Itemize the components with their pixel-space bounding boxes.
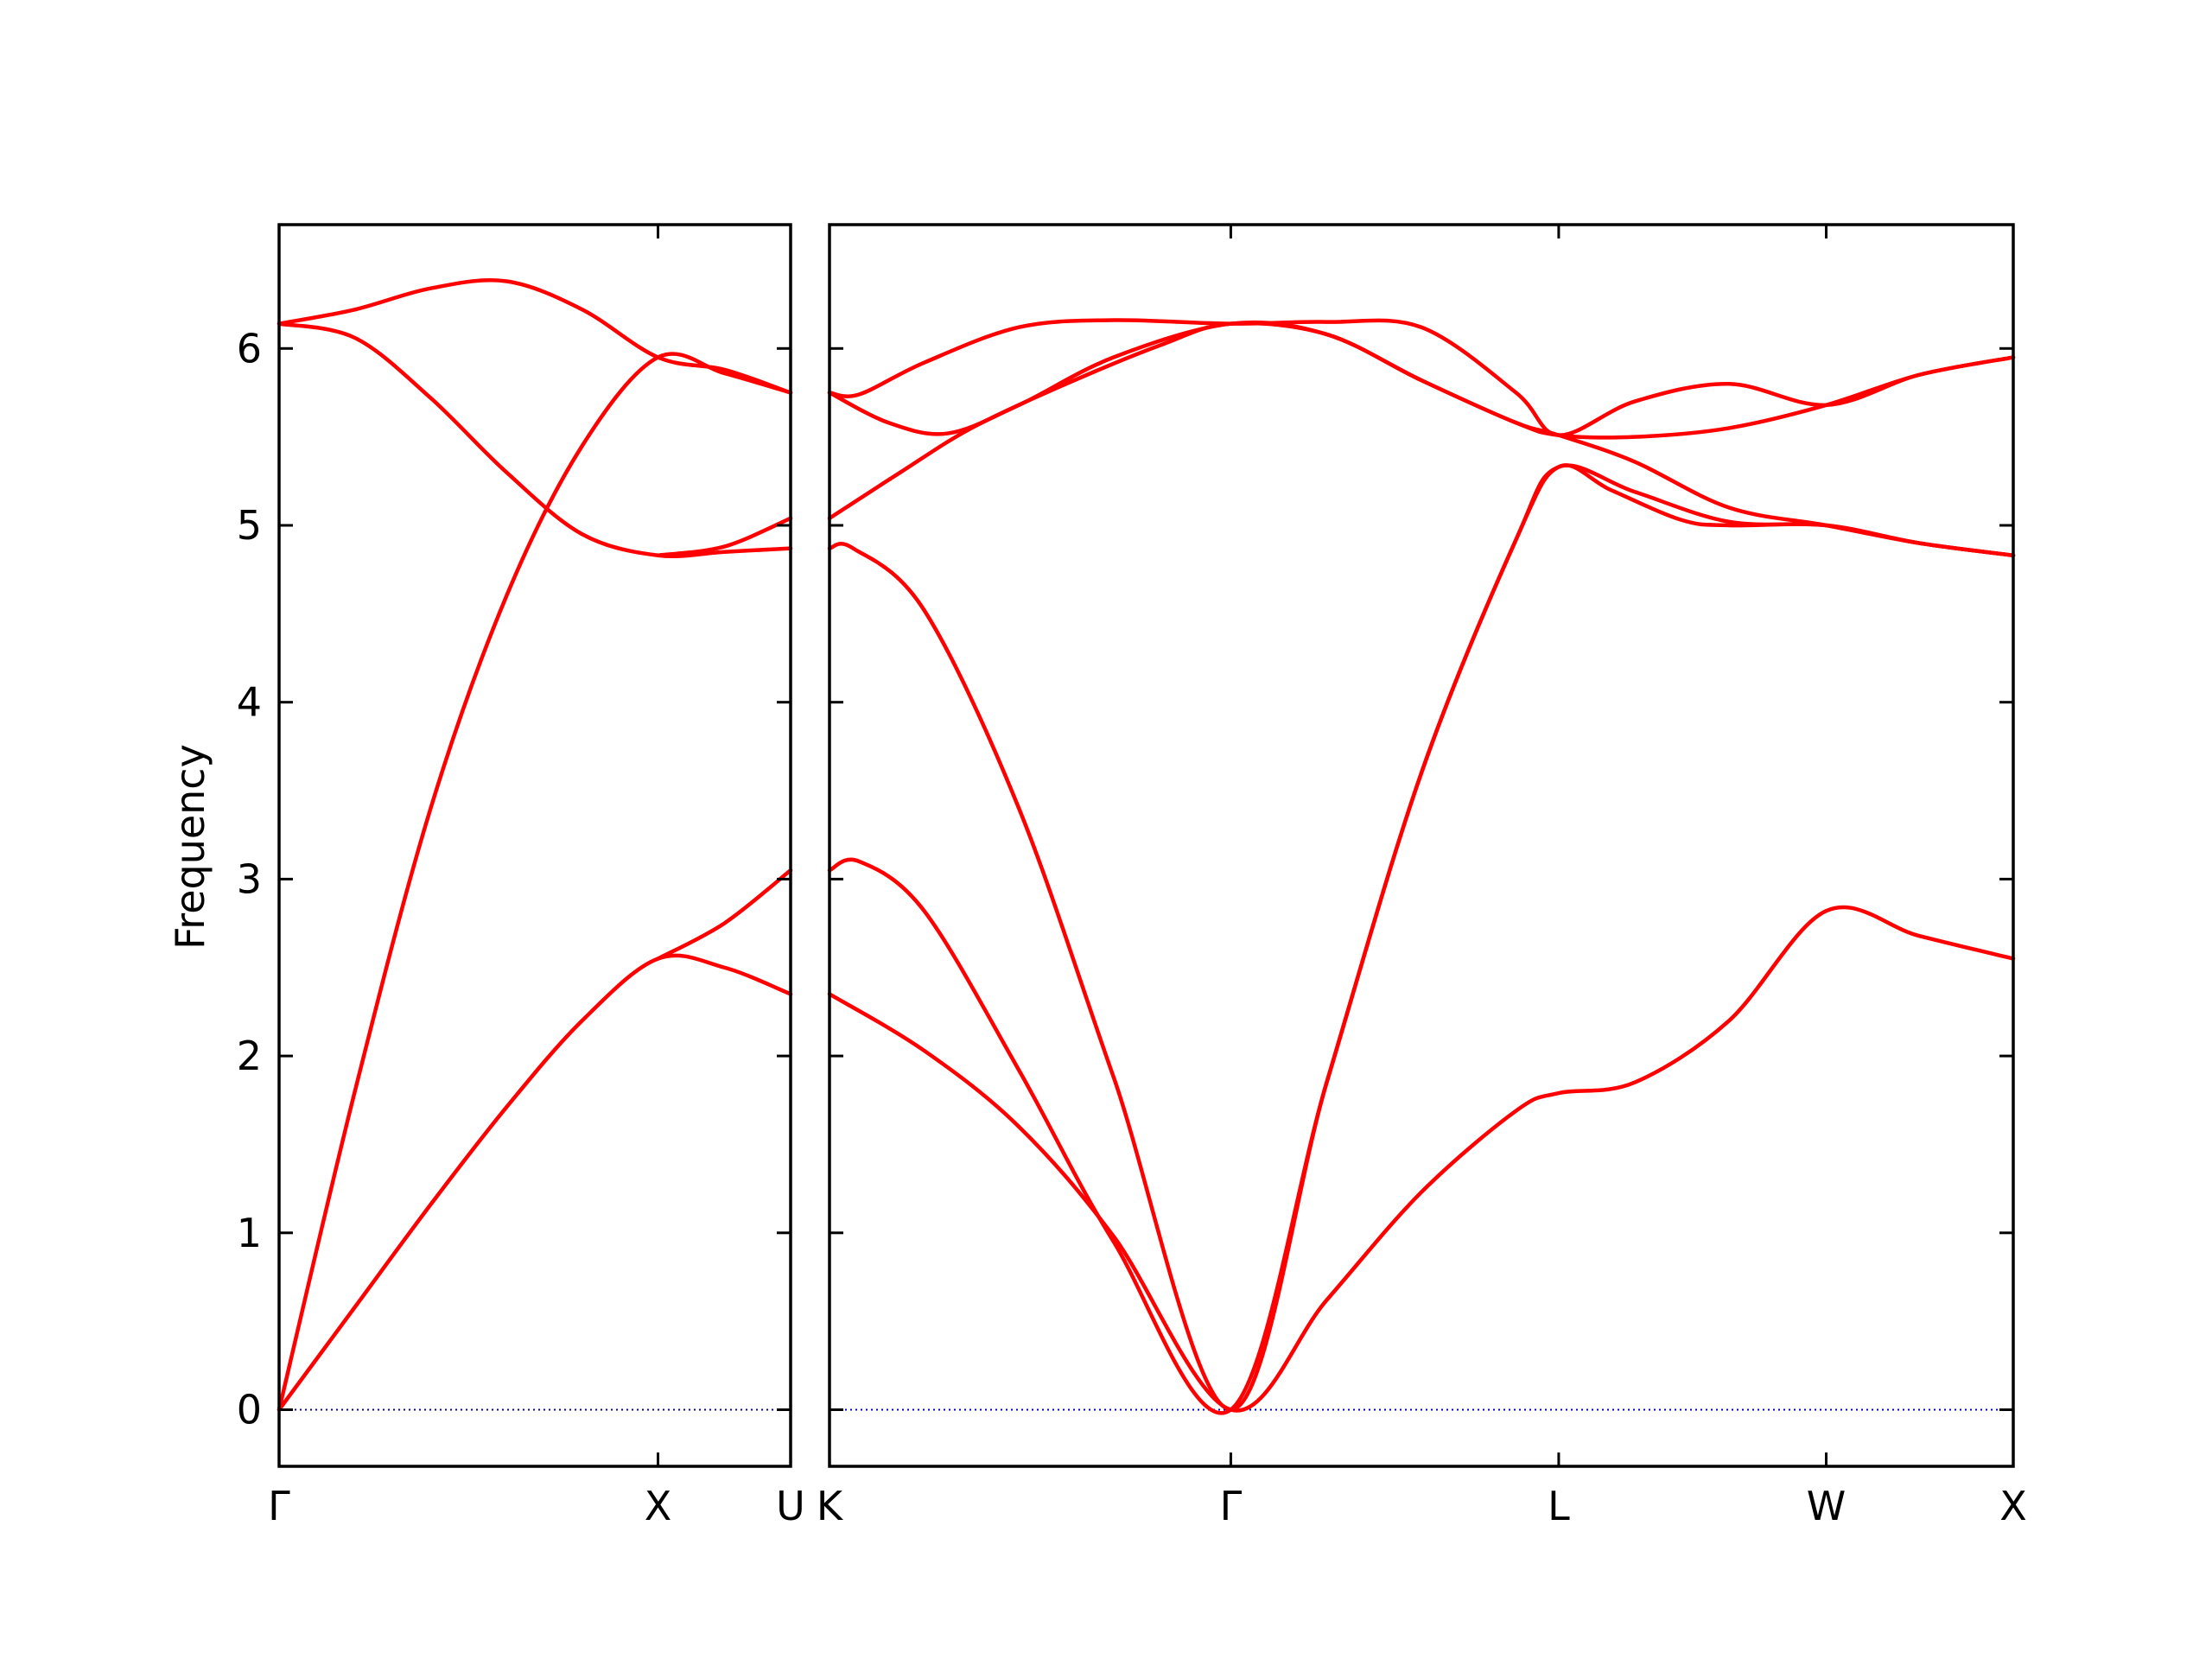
panel-frame — [828, 223, 2015, 1468]
x-tick-label: X — [645, 1483, 672, 1529]
y-tick-label: 3 — [237, 855, 262, 902]
x-tick-label: Γ — [1220, 1483, 1243, 1529]
y-tick-label: 6 — [237, 325, 262, 372]
band-line — [276, 278, 793, 395]
y-tick-label: 5 — [237, 502, 262, 549]
band-line — [827, 463, 2016, 1415]
band-line — [276, 953, 793, 1412]
y-tick-label: 0 — [237, 1386, 262, 1433]
y-tick-label: 1 — [237, 1210, 262, 1256]
x-tick-label: W — [1807, 1483, 1846, 1529]
band-line — [827, 463, 2016, 1412]
x-tick-label: L — [1548, 1483, 1570, 1529]
band-line — [827, 318, 2016, 437]
y-tick-label: 4 — [237, 679, 262, 726]
x-tick-label: X — [1999, 1483, 2027, 1529]
band-line — [656, 516, 793, 558]
x-tick-label: U — [776, 1483, 805, 1529]
x-tick-label: Γ — [268, 1483, 290, 1529]
band-line — [276, 321, 793, 559]
panel-left: 0 1 2 3 4 5 6 Γ X U — [237, 223, 805, 1529]
x-tick-label: K — [817, 1483, 844, 1529]
y-tick-label: 2 — [237, 1033, 262, 1079]
y-axis-label: Frequency — [167, 744, 213, 950]
band-line — [656, 868, 793, 961]
band-line — [827, 320, 2016, 440]
panel-frame — [277, 223, 792, 1468]
band-line — [276, 352, 793, 1412]
band-line — [827, 905, 2016, 1413]
band-line — [827, 321, 2016, 558]
